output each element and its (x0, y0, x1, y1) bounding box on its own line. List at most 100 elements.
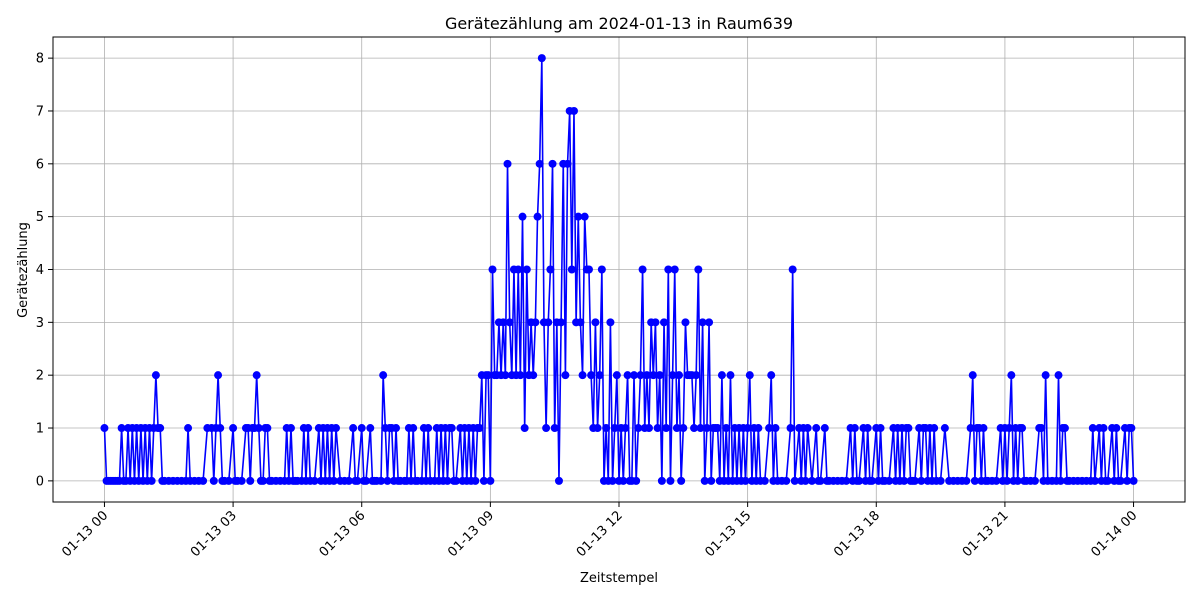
y-tick-label: 0 (36, 474, 44, 489)
data-point (520, 424, 529, 433)
y-tick-label: 8 (36, 52, 44, 67)
data-point (655, 371, 664, 380)
data-point (499, 318, 508, 327)
data-point (696, 424, 705, 433)
data-point (151, 371, 160, 380)
data-point (546, 265, 555, 274)
data-point (595, 371, 604, 380)
data-point (634, 424, 643, 433)
data-point (630, 371, 639, 380)
data-point (1127, 424, 1136, 433)
data-point (602, 424, 611, 433)
data-point (569, 106, 578, 115)
data-point (702, 424, 711, 433)
data-point (968, 371, 977, 380)
data-point (788, 265, 797, 274)
data-point (1056, 476, 1065, 485)
data-point (535, 159, 544, 168)
data-point (760, 476, 769, 485)
data-point (726, 371, 735, 380)
data-point (409, 424, 418, 433)
data-point (677, 476, 686, 485)
data-point (645, 424, 654, 433)
data-point (698, 318, 707, 327)
data-point (567, 265, 576, 274)
data-point (117, 424, 126, 433)
data-point (1007, 371, 1016, 380)
data-point (863, 424, 872, 433)
data-point (593, 424, 602, 433)
data-point (666, 476, 675, 485)
y-tick-label: 6 (36, 157, 44, 172)
data-point (1054, 371, 1063, 380)
data-point (199, 476, 208, 485)
data-point (1041, 371, 1050, 380)
data-point (1060, 424, 1069, 433)
data-point (587, 371, 596, 380)
data-point (713, 424, 722, 433)
data-point (700, 476, 709, 485)
data-point (632, 476, 641, 485)
data-point (651, 318, 660, 327)
data-point (209, 476, 218, 485)
data-point (533, 212, 542, 221)
y-tick-label: 3 (36, 316, 44, 331)
data-point (767, 371, 776, 380)
data-point (147, 476, 156, 485)
data-point (353, 476, 362, 485)
y-tick-label: 1 (36, 422, 44, 437)
data-point (885, 476, 894, 485)
data-point (910, 476, 919, 485)
data-point (548, 159, 557, 168)
data-point (681, 318, 690, 327)
data-point (771, 424, 780, 433)
data-point (664, 265, 673, 274)
data-point (488, 265, 497, 274)
data-point (1112, 424, 1121, 433)
data-point (522, 265, 531, 274)
data-point (503, 159, 512, 168)
data-series (100, 54, 1138, 485)
data-point (561, 371, 570, 380)
data-point (717, 371, 726, 380)
data-point (452, 476, 461, 485)
data-point (475, 424, 484, 433)
data-point (447, 424, 456, 433)
data-point (479, 476, 488, 485)
data-point (263, 424, 272, 433)
data-point (812, 424, 821, 433)
data-point (580, 212, 589, 221)
data-point (156, 424, 165, 433)
data-point (1123, 476, 1132, 485)
data-point (379, 371, 388, 380)
data-point (304, 424, 313, 433)
data-point (383, 476, 392, 485)
data-point (329, 476, 338, 485)
data-point (741, 476, 750, 485)
data-point (544, 318, 553, 327)
data-point (992, 476, 1001, 485)
data-point (816, 476, 825, 485)
data-point (332, 424, 340, 433)
data-point (597, 265, 606, 274)
data-point (1129, 476, 1138, 485)
data-point (1090, 476, 1099, 485)
data-point (619, 476, 628, 485)
data-point (516, 371, 525, 380)
data-point (424, 424, 433, 433)
y-tick-label: 2 (36, 369, 44, 384)
data-point (184, 424, 193, 433)
data-point (1037, 424, 1046, 433)
data-point (259, 476, 268, 485)
data-point (876, 424, 885, 433)
data-point (668, 371, 677, 380)
data-point (610, 424, 619, 433)
data-point (1003, 476, 1012, 485)
y-axis-label: Gerätezählung (16, 222, 31, 318)
data-point (743, 424, 752, 433)
data-point (707, 476, 716, 485)
data-point (636, 371, 645, 380)
data-point (501, 371, 510, 380)
data-point (514, 265, 523, 274)
